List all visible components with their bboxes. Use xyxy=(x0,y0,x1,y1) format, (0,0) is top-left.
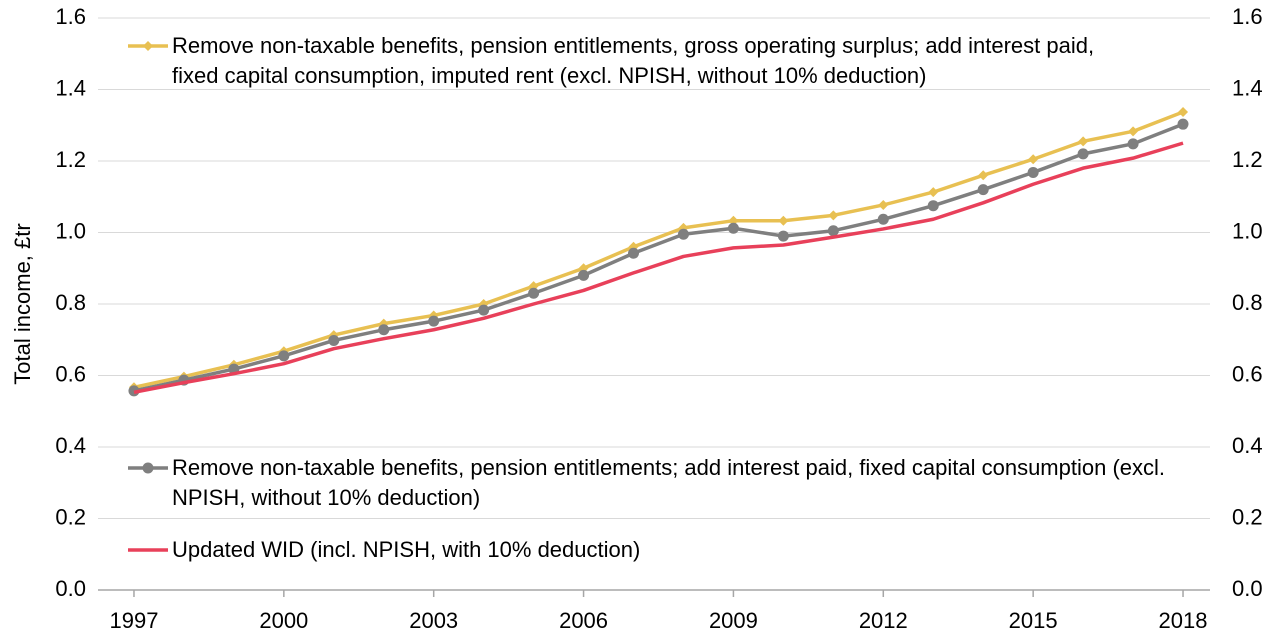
point xyxy=(578,269,590,281)
point xyxy=(728,215,739,226)
legend-label: Remove non-taxable benefits, pension ent… xyxy=(172,33,1095,88)
point xyxy=(878,199,889,210)
point xyxy=(428,315,440,327)
y-axis-label: Total income, £tr xyxy=(10,223,35,384)
point xyxy=(143,41,153,51)
point xyxy=(928,187,939,198)
point xyxy=(378,324,390,336)
y2-tick-label: 0.4 xyxy=(1232,433,1263,458)
point xyxy=(628,247,640,259)
point xyxy=(1077,148,1089,160)
y-tick-label: 0.8 xyxy=(55,290,86,315)
y2-tick-label: 0.8 xyxy=(1232,290,1263,315)
y-tick-label: 0.6 xyxy=(55,361,86,386)
point xyxy=(877,213,889,225)
legend-label: Remove non-taxable benefits, pension ent… xyxy=(172,455,1166,510)
y-tick-label: 1.6 xyxy=(55,4,86,29)
x-tick-label: 2018 xyxy=(1159,608,1208,633)
y2-tick-label: 0.2 xyxy=(1232,504,1263,529)
point xyxy=(1177,118,1189,130)
x-tick-label: 2015 xyxy=(1009,608,1058,633)
x-tick-label: 2003 xyxy=(409,608,458,633)
point xyxy=(1178,107,1189,118)
point xyxy=(1127,138,1139,150)
point xyxy=(777,230,789,242)
point xyxy=(978,170,989,181)
point xyxy=(478,304,490,316)
point xyxy=(1028,154,1039,165)
point xyxy=(278,350,290,362)
x-tick-label: 2006 xyxy=(559,608,608,633)
y2-tick-label: 1.0 xyxy=(1232,218,1263,243)
point xyxy=(677,228,689,240)
y-tick-label: 1.2 xyxy=(55,147,86,172)
point xyxy=(977,184,989,196)
y2-tick-label: 1.2 xyxy=(1232,147,1263,172)
point xyxy=(528,287,540,299)
point xyxy=(1027,166,1039,178)
y-tick-label: 0.4 xyxy=(55,433,86,458)
y-tick-label: 0.0 xyxy=(55,576,86,601)
point xyxy=(1128,126,1139,137)
series-line xyxy=(133,122,1184,393)
y2-tick-label: 1.6 xyxy=(1232,4,1263,29)
series-line xyxy=(133,110,1184,390)
series-line xyxy=(133,141,1184,395)
y-tick-label: 1.4 xyxy=(55,75,86,100)
x-tick-label: 1997 xyxy=(109,608,158,633)
x-tick-label: 2009 xyxy=(709,608,758,633)
y-tick-label: 0.2 xyxy=(55,504,86,529)
y2-tick-label: 0.0 xyxy=(1232,576,1263,601)
y-tick-label: 1.0 xyxy=(55,218,86,243)
point xyxy=(142,462,154,474)
point xyxy=(778,215,789,226)
point xyxy=(727,222,739,234)
point xyxy=(828,210,839,221)
x-tick-label: 2012 xyxy=(859,608,908,633)
y2-tick-label: 0.6 xyxy=(1232,361,1263,386)
point xyxy=(827,225,839,237)
point xyxy=(328,334,340,346)
x-tick-label: 2000 xyxy=(259,608,308,633)
point xyxy=(927,200,939,212)
y2-tick-label: 1.4 xyxy=(1232,75,1263,100)
legend-label: Updated WID (incl. NPISH, with 10% deduc… xyxy=(172,537,641,562)
point xyxy=(1078,136,1089,147)
